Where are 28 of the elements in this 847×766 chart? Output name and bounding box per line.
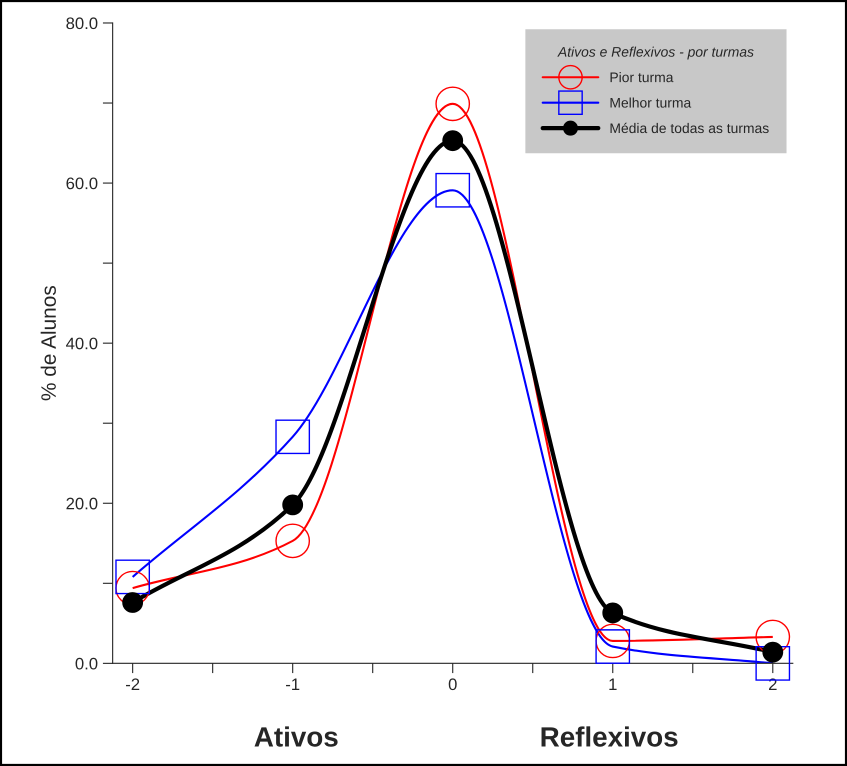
legend-label: Melhor turma — [610, 97, 692, 108]
y-tick-label: 20.0 — [66, 498, 98, 510]
x-tick-label: 1 — [609, 678, 617, 690]
legend-title: Ativos e Reflexivos - por turmas — [557, 46, 754, 60]
point — [115, 560, 150, 594]
point — [442, 130, 464, 152]
y-axis-title: % de Alunos — [40, 286, 56, 400]
y-tick-label: 80.0 — [66, 17, 98, 30]
x-tick-label: -1 — [286, 678, 300, 690]
y-tick-label: 40.0 — [66, 338, 98, 350]
text: Reflexivos — [542, 726, 678, 747]
x-tick-label: 0 — [448, 678, 457, 690]
y-tick-label: 60.0 — [66, 177, 98, 190]
legend-label: Média de todas as turmas — [610, 122, 769, 134]
y-tick-label: 0.0 — [76, 658, 98, 670]
text: Ativos — [254, 726, 338, 747]
point — [122, 592, 144, 613]
point — [435, 86, 470, 122]
x-tick-label: -2 — [126, 678, 140, 690]
point — [595, 624, 630, 658]
point — [275, 419, 310, 454]
point — [602, 602, 624, 624]
legend-label: Pior turma — [610, 72, 674, 82]
point — [275, 524, 310, 558]
point — [762, 642, 784, 663]
point — [595, 629, 630, 664]
point — [435, 172, 470, 208]
point — [282, 494, 304, 516]
